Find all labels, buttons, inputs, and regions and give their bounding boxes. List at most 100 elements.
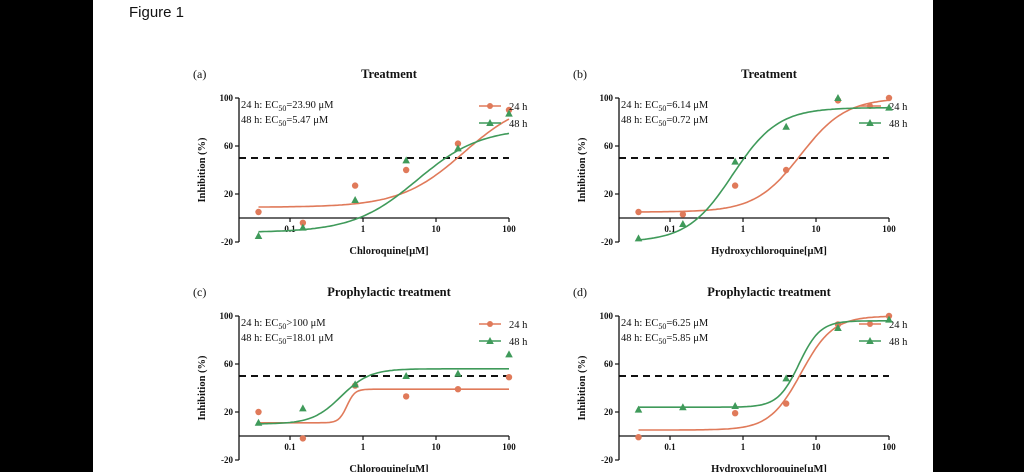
data-point-48h [402,372,410,379]
data-point-48h [402,156,410,164]
data-point-48h [885,103,893,111]
ec50-annotation: 24 h: EC50=23.90 μM [241,100,334,113]
y-tick-label: 20 [604,189,614,199]
y-tick-label: 60 [604,359,614,369]
data-point-24h [454,386,462,393]
panel-label: (d) [573,285,587,299]
y-tick-label: -20 [601,455,613,465]
legend-label: 48 h [889,337,908,348]
data-point-48h [679,403,687,411]
data-point-24h [299,219,307,226]
x-tick-label: 10 [432,442,442,452]
y-tick-label: 20 [224,407,234,417]
y-tick-label: -20 [221,237,233,247]
ec50-annotation: 48 h: EC50=18.01 μM [241,333,334,346]
y-tick-label: 60 [224,359,234,369]
legend-marker [867,321,873,327]
data-point-24h [402,393,410,400]
x-axis-label: Chloroquine[μM] [349,464,428,472]
data-point-24h [255,408,262,416]
fit-curve-24h [258,118,510,208]
ec50-annotation: 48 h: EC50=0.72 μM [621,115,709,128]
panel-title: Prophylactic treatment [327,285,451,299]
data-point-24h [635,434,642,441]
data-point-24h [351,182,359,189]
x-axis-label: Hydroxychloroquine[μM] [711,246,827,257]
y-axis-label: Inhibition (%) [577,355,588,421]
panel-a: (a) Treatment -20 20 60 100 Inhibition (%) 0.1 1… [193,67,528,257]
x-tick-label: 0.1 [664,224,676,234]
data-point-24h [731,410,739,417]
y-tick-label: 60 [604,141,614,151]
x-tick-label: 1 [361,442,366,452]
data-point-48h [454,369,462,377]
ec50-annotation: 48 h: EC50=5.85 μM [621,333,709,346]
fit-curve-48h [258,132,510,233]
x-tick-label: 0.1 [284,442,296,452]
legend-label: 24 h [889,102,908,113]
legend-marker [486,119,494,126]
x-tick-label: 10 [812,224,822,234]
x-tick-label: 10 [812,442,822,452]
data-point-48h [299,404,307,412]
data-point-24h [505,374,513,381]
y-axis-label: Inhibition (%) [197,355,208,421]
data-point-48h [351,380,359,388]
ec50-annotation: 48 h: EC50=5.47 μM [241,115,329,128]
data-point-24h [299,435,307,442]
y-tick-label: 100 [220,311,234,321]
data-point-24h [402,166,410,174]
data-point-48h [351,196,359,203]
legend-label: 48 h [509,119,528,130]
x-axis-label: Hydroxychloroquine[μM] [711,464,827,472]
data-point-48h [254,232,263,239]
legend-marker [486,337,494,344]
x-tick-label: 0.1 [284,224,296,234]
x-axis-label: Chloroquine[μM] [349,246,428,257]
legend-label: 48 h [509,337,528,348]
ec50-annotation: 24 h: EC50>100 μM [241,318,326,331]
data-point-48h [782,122,790,130]
legend-marker [487,321,493,327]
panel-c: (c) Prophylactic treatment -20 20 60 100 Inhib… [193,285,528,472]
data-point-24h [782,400,790,407]
data-point-48h [834,94,842,101]
legend-marker [866,337,874,344]
figure-title: Figure 1 [129,4,185,21]
legend-label: 48 h [889,119,908,130]
x-tick-label: 100 [502,442,516,452]
data-point-48h [782,374,790,382]
data-point-24h [679,211,687,218]
data-point-48h [299,223,307,231]
fit-curve-48h [258,368,509,425]
legend-label: 24 h [889,320,908,331]
panel-title: Treatment [741,67,798,81]
y-axis-label: Inhibition (%) [197,137,208,203]
legend-marker [487,103,493,109]
panel-title: Treatment [361,67,418,81]
panel-label: (a) [193,67,206,81]
data-point-24h [635,208,642,216]
legend-label: 24 h [509,102,528,113]
ec50-annotation: 24 h: EC50=6.14 μM [621,100,709,113]
legend-label: 24 h [509,320,528,331]
x-tick-label: 1 [361,224,366,234]
figure-page: Figure 1 (a) Treatment -20 20 60 100 Inhibitio… [93,0,933,472]
panel-d: (d) Prophylactic treatment -20 20 60 100 Inhib… [573,285,908,472]
data-point-48h [834,324,842,331]
data-point-24h [454,140,462,147]
panel-title: Prophylactic treatment [707,285,831,299]
fit-curve-48h [638,320,889,408]
data-point-48h [254,418,263,426]
data-point-48h [505,350,513,358]
data-point-48h [731,157,739,165]
x-tick-label: 100 [882,224,896,234]
x-tick-label: 100 [882,442,896,452]
panel-label: (b) [573,67,587,81]
y-tick-label: 100 [600,311,614,321]
x-tick-label: 1 [741,224,746,234]
data-point-48h [885,315,893,323]
data-point-48h [505,109,513,117]
data-point-24h [885,94,893,102]
data-point-48h [679,220,687,227]
